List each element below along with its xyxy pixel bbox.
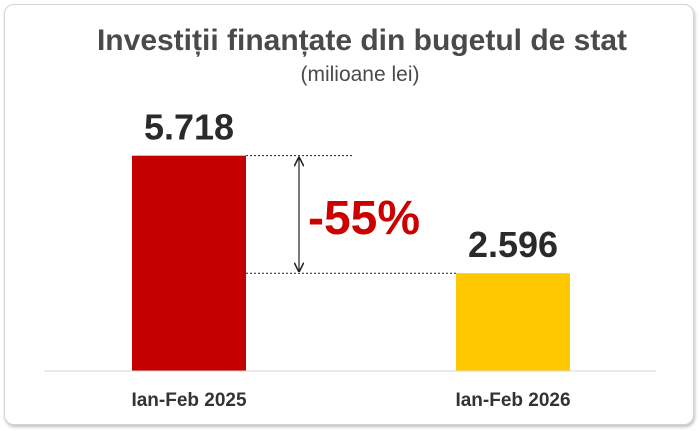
bar-2 <box>456 273 570 371</box>
chart-subtitle: (milioane lei) <box>300 63 419 86</box>
bar-1 <box>132 155 246 371</box>
category-label-1: Ian-Feb 2025 <box>131 390 247 411</box>
category-label-2: Ian-Feb 2026 <box>455 390 570 411</box>
chart-title: Investiții finanțate din bugetul de stat <box>97 24 627 57</box>
chart-frame <box>4 4 694 425</box>
change-annotation: -55% <box>308 192 420 245</box>
value-label-1: 5.718 <box>144 107 234 148</box>
value-label-2: 2.596 <box>468 224 558 265</box>
